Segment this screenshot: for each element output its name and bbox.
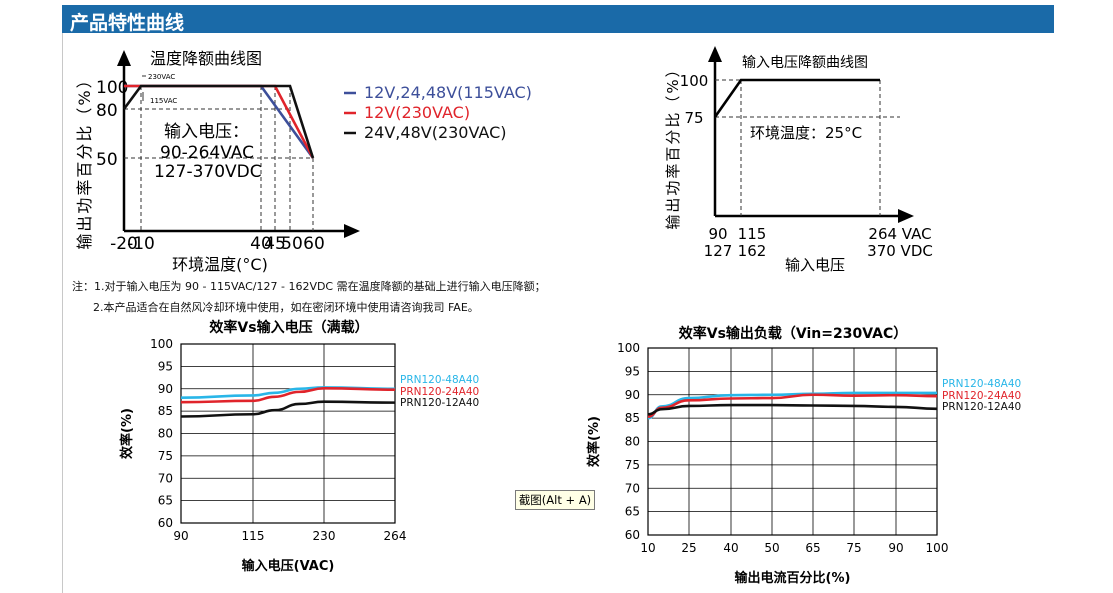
annotation-ambient: 环境温度：25°C <box>750 124 862 142</box>
eff-load-x-tick-label: 10 <box>640 541 655 555</box>
eff-load-y-tick-label: 75 <box>625 458 640 472</box>
y-axis-title-2: 输出功率百分比（%） <box>664 60 682 229</box>
note-line-2: 2.本产品适合在自然风冷却环境中使用，如在密闭环境中使用请咨询我司 FAE。 <box>93 301 479 314</box>
x-axis-arrow <box>344 224 360 238</box>
eff-load-series-2 <box>647 403 938 416</box>
eff-load-x-tick-label: 65 <box>805 541 820 555</box>
eff-load-plot-frame <box>647 347 938 536</box>
eff-vin-title: 效率Vs输入电压（满载） <box>209 319 368 336</box>
x-tick-label: 90 <box>708 225 727 243</box>
x-axis-title: 环境温度(°C) <box>172 255 268 274</box>
eff-load-y-tick-label: 70 <box>625 481 640 495</box>
legend-label: 12V(230VAC) <box>364 103 470 122</box>
eff-vin-y-tick-label: 65 <box>158 494 173 508</box>
eff-load-series-1 <box>647 393 938 419</box>
eff-vin-y-axis-title: 效率(%) <box>119 408 135 459</box>
eff-load-y-tick-label: 60 <box>625 528 640 542</box>
legend-label: 12V,24,48V(115VAC) <box>364 83 532 102</box>
annotation-115vac: 115VAC <box>150 97 177 105</box>
x-tick-label: 162 <box>738 242 767 260</box>
eff-vin-legend-label: PRN120-24A40 <box>400 386 479 398</box>
y-tick-label: 80 <box>96 101 118 121</box>
eff-load-legend-label: PRN120-24A40 <box>942 390 1021 402</box>
eff-vin-series-1 <box>180 387 396 404</box>
y-axis-2-arrow <box>708 46 722 62</box>
eff-load-y-axis-title: 效率(%) <box>586 416 602 467</box>
eff-load-title: 效率Vs输出负载（Vin=230VAC） <box>679 325 907 342</box>
eff-load-x-tick-label: 50 <box>764 541 779 555</box>
eff-load-legend-label: PRN120-48A40 <box>942 378 1021 390</box>
eff-load-y-tick-label: 95 <box>625 364 640 378</box>
eff-load-x-tick-label: 100 <box>926 541 949 555</box>
annotation-input-label: 输入电压： <box>164 122 249 142</box>
x-tick-label: 115 <box>738 225 767 243</box>
x-tick-label: 60 <box>303 234 325 254</box>
eff-vin-series-2 <box>180 400 396 418</box>
x-axis-title-2: 输入电压 <box>785 256 845 274</box>
left-border-line <box>62 5 63 593</box>
eff-load-y-tick-label: 100 <box>617 341 640 355</box>
eff-vin-x-tick-label: 230 <box>313 529 336 543</box>
eff-vin-x-axis-title: 输入电压(VAC) <box>242 558 335 574</box>
x-tick-label: 127 <box>704 242 733 260</box>
eff-vin-y-tick-label: 100 <box>150 337 173 351</box>
eff-vin-y-tick-label: 70 <box>158 471 173 485</box>
section-banner: 产品特性曲线 <box>62 5 1054 34</box>
y-tick-label: 100 <box>680 72 709 90</box>
y-tick-label: 100 <box>96 78 128 98</box>
note-line-1: 注：1.对于输入电压为 90 - 115VAC/127 - 162VDC 需在温… <box>72 280 546 293</box>
annotation-range-dc: 127-370VDC <box>154 162 262 182</box>
eff-load-x-tick-label: 75 <box>846 541 861 555</box>
y-tick-label: 75 <box>684 109 703 127</box>
annotation-230vac: 230VAC <box>148 73 175 81</box>
x-tick-label: 40 <box>250 234 272 254</box>
eff-vin-y-tick-label: 80 <box>158 427 173 441</box>
x-tick-label: -10 <box>127 234 155 254</box>
chart-title: 温度降额曲线图 <box>150 49 262 68</box>
y-axis-arrow <box>117 50 131 66</box>
eff-load-x-tick-label: 90 <box>888 541 903 555</box>
annotation-range-ac: 90-264VAC <box>160 143 254 163</box>
legend-label: 24V,48V(230VAC) <box>364 123 506 142</box>
x-axis-2-arrow <box>898 209 914 223</box>
eff-vin-y-tick-label: 75 <box>158 449 173 463</box>
eff-load-x-axis-title: 输出电流百分比(%) <box>735 570 851 586</box>
y-axis-title: 输出功率百分比（%） <box>75 70 94 249</box>
eff-vin-x-tick-label: 115 <box>242 529 265 543</box>
eff-vin-plot-frame <box>180 343 396 524</box>
derating-line-voltage <box>713 78 880 118</box>
screenshot-tooltip[interactable]: 截图(Alt + A) <box>515 490 595 510</box>
x-tick-label: 264 VAC <box>868 225 931 243</box>
eff-load-x-tick-label: 25 <box>681 541 696 555</box>
eff-vin-x-tick-label: 264 <box>384 529 407 543</box>
eff-load-y-tick-label: 90 <box>625 388 640 402</box>
eff-vin-y-tick-label: 85 <box>158 404 173 418</box>
eff-vin-legend-label: PRN120-48A40 <box>400 374 479 386</box>
eff-vin-y-tick-label: 60 <box>158 516 173 530</box>
eff-load-series-0 <box>647 391 937 420</box>
eff-load-legend-label: PRN120-12A40 <box>942 401 1021 413</box>
section-title: 产品特性曲线 <box>70 12 185 34</box>
y-tick-label: 50 <box>96 150 118 170</box>
eff-load-y-tick-label: 85 <box>625 411 640 425</box>
x-tick-label: 370 VDC <box>867 242 933 260</box>
x-tick-label: 45 <box>264 234 286 254</box>
eff-vin-legend-label: PRN120-12A40 <box>400 397 479 409</box>
chart-title-2: 输入电压降额曲线图 <box>742 55 868 71</box>
eff-load-y-tick-label: 80 <box>625 435 640 449</box>
eff-load-y-tick-label: 65 <box>625 505 640 519</box>
x-tick-label: 50 <box>281 234 303 254</box>
eff-vin-y-tick-label: 90 <box>158 382 173 396</box>
eff-vin-x-tick-label: 90 <box>173 529 188 543</box>
x-tick-label: -20 <box>110 234 138 254</box>
eff-load-x-tick-label: 40 <box>723 541 738 555</box>
derating-line-2 <box>122 84 315 159</box>
eff-vin-y-tick-label: 95 <box>158 359 173 373</box>
